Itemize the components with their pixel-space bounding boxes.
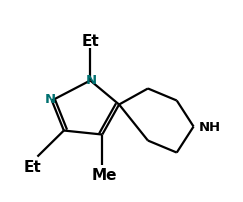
Text: N: N: [45, 93, 56, 105]
Text: Me: Me: [92, 167, 117, 182]
Text: N: N: [86, 74, 97, 86]
Text: Et: Et: [81, 34, 99, 49]
Text: N: N: [198, 120, 209, 133]
Text: Et: Et: [24, 159, 42, 174]
Text: H: H: [209, 120, 220, 133]
